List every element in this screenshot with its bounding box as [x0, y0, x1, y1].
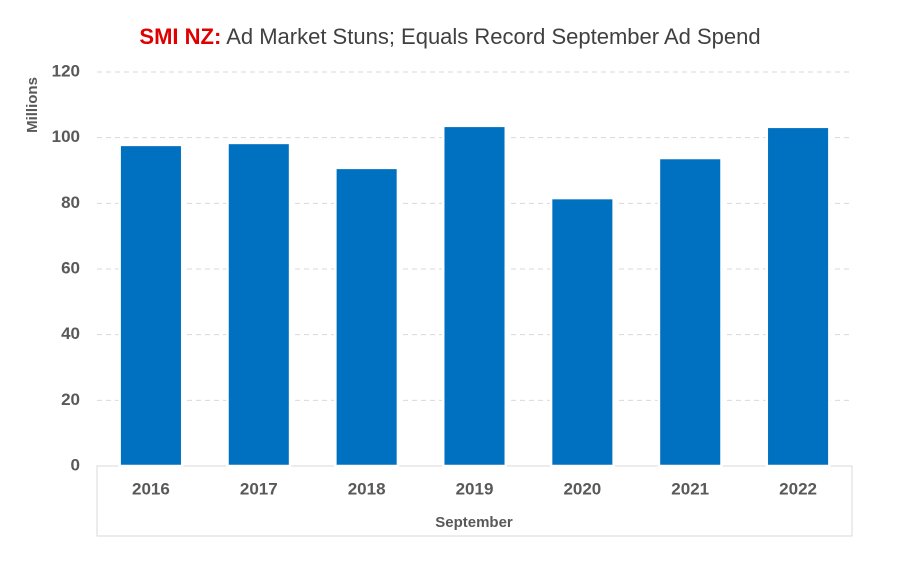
- bar: [226, 141, 292, 468]
- chart-title: Ad Market Stuns; Equals Record September…: [226, 24, 760, 49]
- x-tick-label: 2018: [348, 479, 386, 498]
- bar: [334, 166, 400, 468]
- x-tick-label: 2019: [456, 479, 494, 498]
- x-tick-label: 2022: [779, 479, 817, 498]
- bar: [441, 124, 508, 468]
- x-tick-label: 2021: [671, 479, 709, 498]
- y-tick-label: 80: [61, 193, 80, 212]
- y-tick-label: 40: [61, 324, 80, 343]
- chart-title-line: SMI NZ: Ad Market Stuns; Equals Record S…: [139, 24, 760, 49]
- y-axis-label: Millions: [24, 77, 41, 133]
- bar: [118, 143, 184, 468]
- x-tick-label: 2016: [132, 479, 170, 498]
- y-tick-label: 120: [52, 61, 80, 80]
- bar: [657, 156, 723, 468]
- x-axis-label: September: [435, 514, 513, 531]
- chart-title-prefix: SMI NZ:: [139, 24, 221, 49]
- x-tick-label: 2017: [240, 479, 278, 498]
- y-tick-label: 100: [52, 127, 80, 146]
- x-tick-label: 2020: [563, 479, 601, 498]
- bar: [549, 196, 615, 468]
- y-tick-label: 20: [61, 390, 80, 409]
- bar: [765, 125, 831, 468]
- y-tick-label: 60: [61, 258, 80, 277]
- y-tick-label: 0: [71, 455, 80, 474]
